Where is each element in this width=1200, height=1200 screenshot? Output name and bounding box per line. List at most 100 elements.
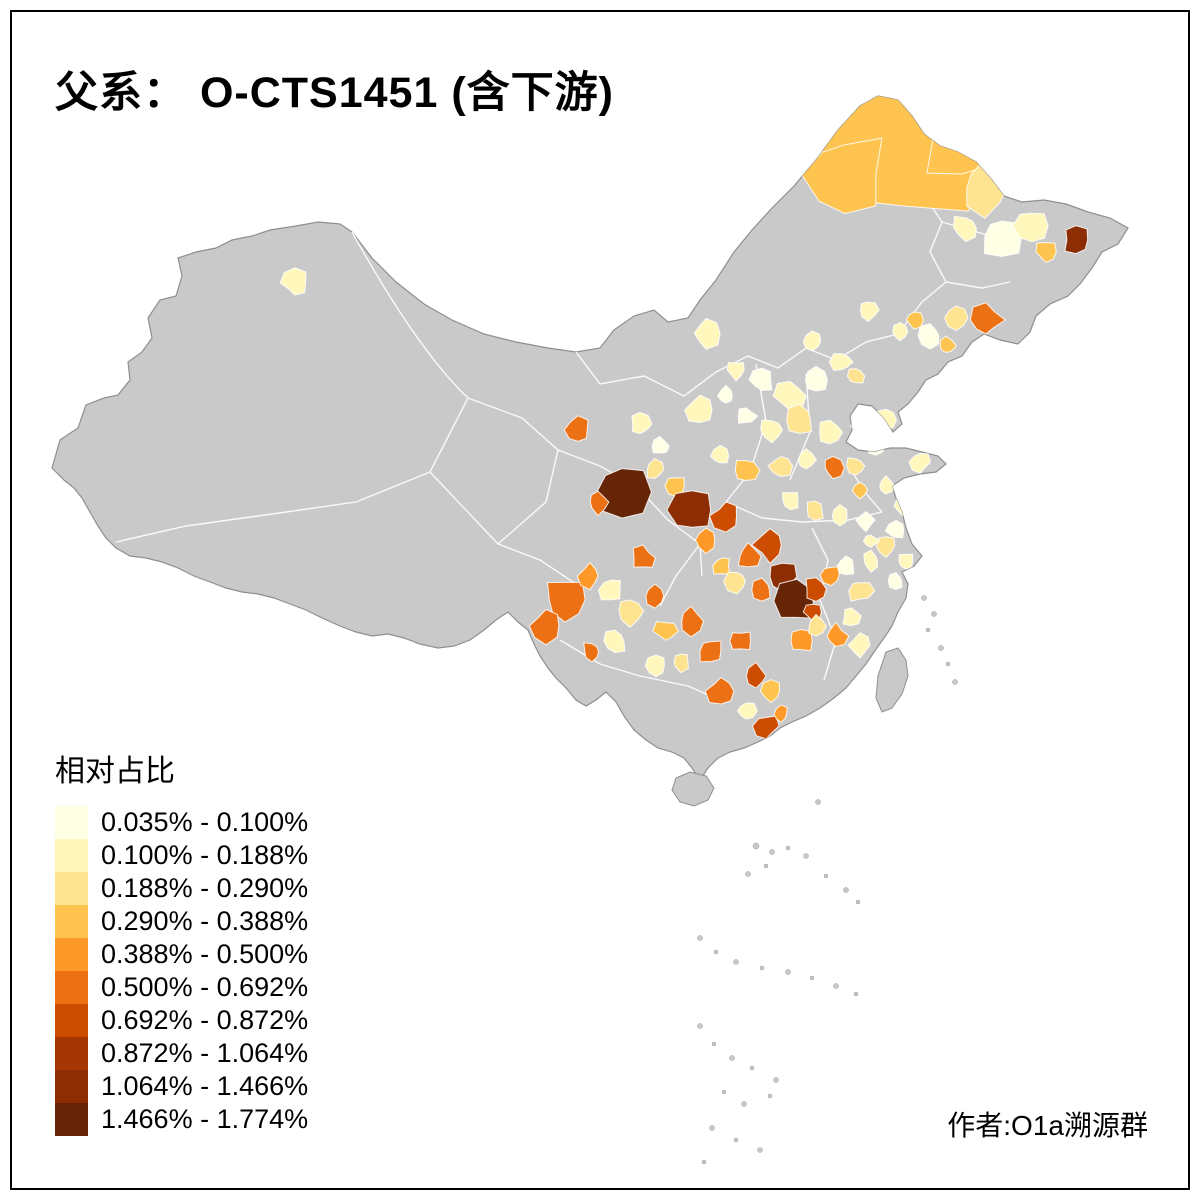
map-region [736,702,758,720]
map-region [694,527,716,555]
legend-swatch [55,1103,88,1136]
map-region [808,613,827,637]
map-region [632,544,656,568]
map-region [563,415,589,442]
legend-label: 0.290% - 0.388% [101,906,309,936]
map-region [704,676,735,705]
map-region [751,715,780,740]
legend-label: 0.500% - 0.692% [101,972,309,1002]
map-region [826,621,850,648]
map-region [709,444,730,464]
map-region [716,384,733,404]
map-region [831,503,848,527]
map-region [737,542,762,568]
map-region [805,577,827,603]
map-region [908,452,932,475]
map-region [828,353,854,371]
taiwan-island [875,647,909,713]
small-islands [697,595,958,1165]
legend: 相对占比 0.035% - 0.100% 0.100% - 0.188% 0.188… [55,746,308,1136]
legend-row: 0.692% - 0.872% [55,1004,308,1037]
legend-row: 0.100% - 0.188% [55,839,308,872]
map-region [790,628,813,652]
map-region [898,553,914,570]
map-region [723,571,746,595]
legend-row: 1.466% - 1.774% [55,1103,308,1136]
map-region [673,653,689,674]
map-region [847,632,871,659]
map-region [726,361,745,382]
map-region [646,457,665,479]
map-region [917,323,940,350]
map-region [681,605,705,638]
map-region [597,579,621,601]
hainan-island [671,771,715,807]
map-region [819,419,844,445]
map-region [884,519,905,539]
map-region [939,335,958,354]
map-region [846,368,866,384]
map-region [645,583,665,609]
legend-swatch [55,905,88,938]
map-region [804,365,828,392]
map-region [666,490,712,528]
legend-swatch [55,971,88,1004]
map-region [983,220,1022,258]
map-region [693,318,721,350]
map-region [953,215,977,243]
map-region [887,572,903,591]
legend-rows: 0.035% - 0.100% 0.100% - 0.188% 0.188% - 0… [55,806,308,1136]
map-region [879,474,896,495]
map-region [806,500,824,521]
map-region [905,311,925,330]
legend-row: 0.500% - 0.692% [55,971,308,1004]
map-region [819,566,840,587]
map-region [1012,212,1049,243]
map-region [759,679,781,704]
map-region [862,534,881,548]
legend-label: 0.872% - 1.064% [101,1038,309,1068]
map-region [699,640,722,663]
map-region [773,704,788,723]
legend-label: 1.466% - 1.774% [101,1104,309,1134]
map-region [528,608,560,646]
province-borders [115,191,1015,703]
map-region [842,607,862,627]
legend-label: 0.388% - 0.500% [101,939,309,969]
map-region [684,394,713,424]
legend-label: 1.064% - 1.466% [101,1071,309,1101]
map-region [849,416,871,434]
map-region [760,419,784,444]
legend-swatch [55,872,88,905]
map-region [603,629,626,654]
map-region [855,511,876,533]
legend-row: 1.064% - 1.466% [55,1070,308,1103]
map-region [876,408,898,431]
map-region [875,536,896,559]
legend-swatch [55,938,88,971]
map-region [894,432,914,448]
attribution: 作者:O1a溯源群 [947,1110,1148,1141]
legend-label: 0.035% - 0.100% [101,807,309,837]
map-region [583,642,600,663]
map-region [926,103,1004,175]
map-region [786,403,813,434]
map-region [748,367,773,391]
legend-row: 0.872% - 1.064% [55,1037,308,1070]
legend-label: 0.692% - 0.872% [101,1005,309,1035]
map-region [631,411,653,435]
legend-swatch [55,1004,88,1037]
map-region [781,491,799,511]
map-region [836,555,855,576]
map-region [644,654,665,678]
map-region [846,457,866,476]
map-region [910,512,928,528]
map-region [734,459,761,482]
legend-row: 0.388% - 0.500% [55,938,308,971]
legend-swatch [55,1037,88,1070]
map-region [279,267,307,296]
map-region [596,468,652,519]
map-region [824,455,845,480]
